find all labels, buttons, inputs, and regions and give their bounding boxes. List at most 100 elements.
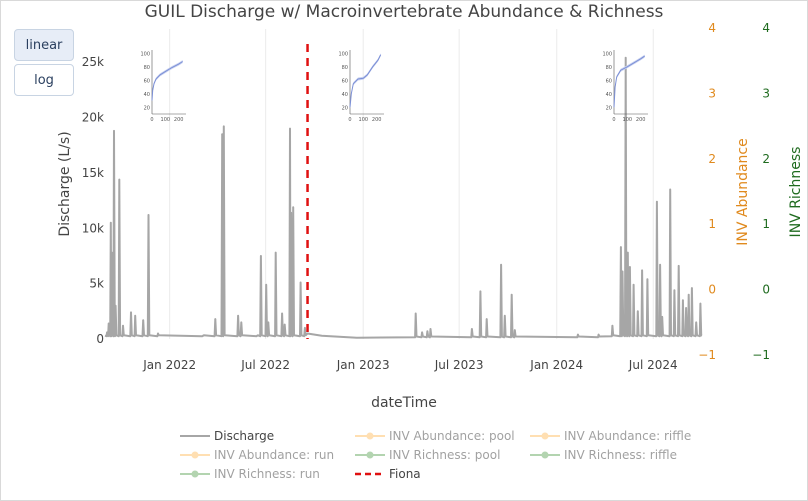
legend-label: INV Abundance: pool <box>389 429 515 443</box>
discharge-peak-point <box>289 127 291 130</box>
y2-tick-label: −1 <box>698 348 716 362</box>
discharge-peak-point <box>283 323 286 326</box>
x-axis-title: dateTime <box>371 395 437 411</box>
inset-curve <box>349 54 382 108</box>
discharge-peak-point <box>500 264 502 266</box>
y3-tick-label: −1 <box>752 348 770 362</box>
legend-item[interactable]: Fiona <box>355 467 421 481</box>
legend: Discharge INV Abundance: pool INV Abundanc… <box>180 429 691 481</box>
discharge-peak-point <box>691 287 693 289</box>
inset-y-tick-label: 60 <box>144 78 150 84</box>
inset-confidence-band <box>350 53 381 109</box>
discharge-peak-point <box>292 206 295 209</box>
discharge-peak-point <box>611 324 614 327</box>
inset-y-tick-label: 100 <box>338 51 348 57</box>
inset-y-tick-label: 80 <box>342 65 348 71</box>
inset-y-tick-label: 100 <box>602 51 612 57</box>
discharge-peak-point <box>122 324 124 327</box>
discharge-peak-point <box>695 321 697 324</box>
discharge-series-line <box>104 56 703 339</box>
discharge-peak-point <box>677 265 680 267</box>
legend-item[interactable]: INV Abundance: run <box>180 448 334 462</box>
discharge-peak-point <box>479 290 482 293</box>
discharge-peak-point <box>260 255 262 257</box>
discharge-peak-point <box>107 322 110 325</box>
inset-curve <box>151 61 183 101</box>
discharge-peak-point <box>106 331 108 334</box>
legend-label: INV Richness: riffle <box>564 448 677 462</box>
discharge-peak-point <box>646 278 649 281</box>
legend-label: INV Abundance: riffle <box>564 429 691 443</box>
discharge-peak-point <box>265 283 267 286</box>
y3-tick-label: 2 <box>762 152 770 166</box>
inset-confidence-band <box>152 60 183 102</box>
legend-item[interactable]: INV Abundance: pool <box>355 429 515 443</box>
discharge-peak-point <box>626 251 629 254</box>
discharge-peak-point <box>471 328 473 330</box>
inset-confidence-band <box>614 54 645 109</box>
discharge-peak-point <box>113 130 115 132</box>
inset-x-tick-label: 100 <box>161 117 171 123</box>
discharge-peak-point <box>629 266 631 268</box>
y3-tick-label: 3 <box>762 86 770 100</box>
chart-title: GUIL Discharge w/ Macroinvertebrate Abun… <box>145 2 664 22</box>
y3-axis-title: INV Richness <box>788 147 804 238</box>
discharge-peak-point <box>134 314 137 317</box>
y2-axis-title: INV Abundance <box>735 138 751 246</box>
inset-x-tick-label: 200 <box>372 117 382 123</box>
inset-y-tick-label: 20 <box>606 105 612 111</box>
discharge-peak-point <box>414 312 417 315</box>
log-scale-button[interactable]: log <box>14 64 74 96</box>
inset-y-tick-label: 20 <box>342 105 348 111</box>
discharge-peak-point <box>110 221 112 224</box>
y3-tick-label: 1 <box>762 217 770 231</box>
inset-y-tick-label: 40 <box>606 92 612 98</box>
discharge-peak-point <box>624 56 627 59</box>
discharge-peak-point <box>682 299 684 302</box>
legend-item[interactable]: INV Richness: pool <box>355 448 500 462</box>
discharge-peak-point <box>485 318 488 320</box>
inset-x-tick-label: 100 <box>623 117 633 123</box>
inset-y-tick-label: 40 <box>342 92 348 98</box>
y-tick-label: 15k <box>82 166 104 180</box>
legend-swatch-marker <box>541 432 549 440</box>
discharge-peak-point <box>659 264 661 266</box>
inset-x-tick-label: 0 <box>348 117 351 123</box>
discharge-peak-point <box>214 318 217 320</box>
legend-swatch-marker <box>191 470 199 478</box>
y3-tick-label: 0 <box>762 283 770 297</box>
discharge-peak-point <box>256 334 258 337</box>
legend-swatch-marker <box>191 451 199 459</box>
inset-y-tick-label: 60 <box>606 78 612 84</box>
legend-swatch-marker <box>366 432 374 440</box>
discharge-peak-point <box>426 330 429 333</box>
y2-tick-label: 2 <box>708 152 716 166</box>
discharge-peak-point <box>421 331 423 334</box>
inset-y-tick-label: 20 <box>144 105 150 111</box>
inset-y-tick-label: 100 <box>140 51 150 57</box>
inset-y-tick-label: 80 <box>606 65 612 71</box>
discharge-peak-point <box>656 200 658 203</box>
legend-item[interactable]: INV Richness: riffle <box>530 448 677 462</box>
discharge-peak-point <box>290 211 292 214</box>
inset-y-tick-label: 40 <box>144 92 150 98</box>
discharge-peak-point <box>673 289 676 292</box>
legend-label: Fiona <box>389 467 421 481</box>
legend-item[interactable]: INV Richness: run <box>180 467 320 481</box>
x-tick-label: Jul 2022 <box>240 358 290 372</box>
discharge-peak-point <box>299 281 302 284</box>
y2-tick-label: 1 <box>708 217 716 231</box>
legend-item[interactable]: INV Abundance: riffle <box>530 429 691 443</box>
discharge-peak-point <box>111 251 113 254</box>
x-tick-label: Jul 2024 <box>628 358 678 372</box>
legend-item[interactable]: Discharge <box>180 429 274 443</box>
y-axis-title: Discharge (L/s) <box>57 131 73 236</box>
discharge-peak-point <box>222 125 225 128</box>
discharge-peak-point <box>632 283 635 286</box>
x-tick-label: Jul 2023 <box>434 358 484 372</box>
inset-y-tick-label: 60 <box>342 78 348 84</box>
linear-scale-button[interactable]: linear <box>14 29 74 61</box>
